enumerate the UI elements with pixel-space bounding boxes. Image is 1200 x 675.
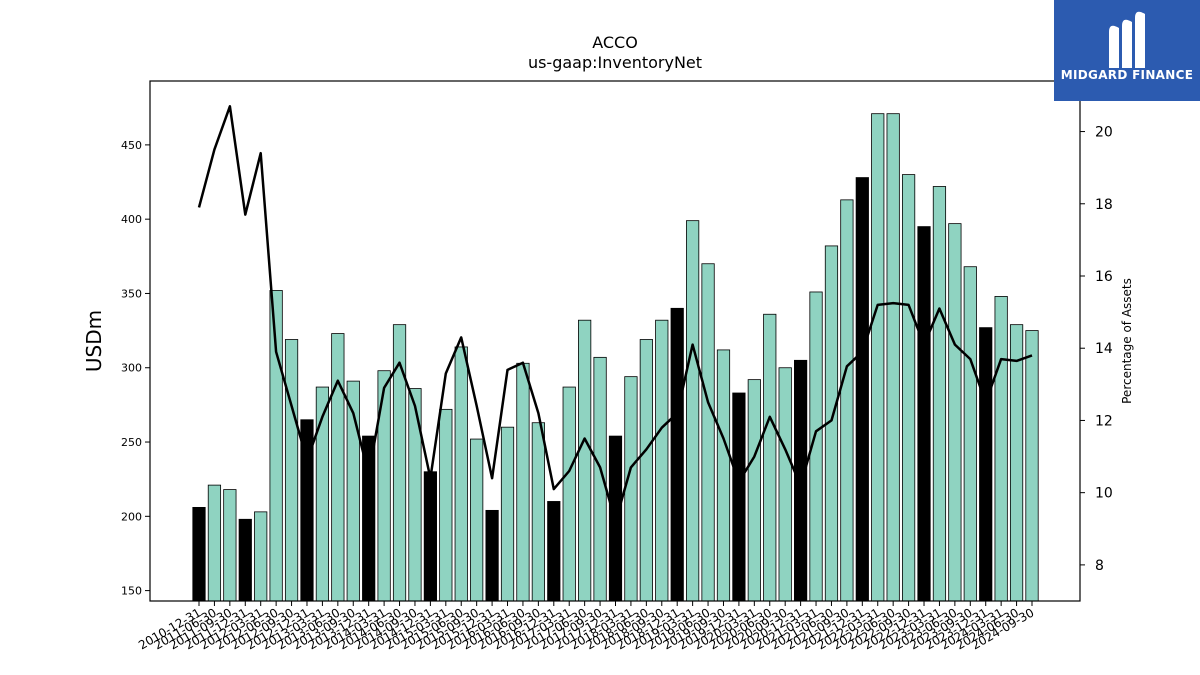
y-tick-label: 450 <box>121 139 142 152</box>
bar <box>547 501 561 602</box>
bar <box>578 319 592 602</box>
bar <box>963 266 977 602</box>
bar <box>716 349 731 602</box>
bar <box>531 422 545 602</box>
bar <box>886 113 900 602</box>
bar <box>223 489 237 602</box>
bar <box>439 408 453 602</box>
bar <box>794 359 808 602</box>
bar <box>1009 324 1024 602</box>
bar <box>994 296 1008 602</box>
y-tick-label: 350 <box>121 287 142 300</box>
y-tick-label: 250 <box>121 436 142 449</box>
bar <box>238 518 252 602</box>
y2-tick-label: 18 <box>1095 197 1113 213</box>
bar <box>562 386 576 602</box>
chart-subtitle: us-gaap:InventoryNet <box>528 53 702 72</box>
y-axis-label: USDm <box>82 310 106 372</box>
bars-group <box>192 113 1039 602</box>
bar <box>948 223 962 602</box>
y-tick-label: 300 <box>121 362 142 375</box>
bar <box>763 313 777 602</box>
y2-tick-label: 20 <box>1095 125 1113 141</box>
bar <box>901 174 916 602</box>
bar <box>701 263 715 602</box>
bar <box>624 376 638 602</box>
y2-tick-label: 10 <box>1095 486 1113 502</box>
bar <box>979 327 993 602</box>
bar <box>732 392 746 602</box>
y2-axis-label: Percentage of Assets <box>1120 278 1134 404</box>
bar <box>192 506 206 602</box>
bar <box>686 220 700 602</box>
plot-frame <box>149 80 1081 602</box>
bar <box>454 346 468 602</box>
y-tick-label: 150 <box>121 585 142 598</box>
bar <box>284 339 299 602</box>
bar <box>670 307 684 602</box>
y-tick-label: 400 <box>121 213 142 226</box>
bar <box>500 426 515 602</box>
bar <box>932 186 947 602</box>
bar <box>747 379 761 602</box>
bar <box>516 362 530 602</box>
bar <box>917 226 931 602</box>
y2-tick-label: 16 <box>1095 269 1113 285</box>
bar <box>470 438 484 602</box>
brand-mark-icon <box>1109 11 1145 68</box>
bar <box>254 511 268 602</box>
bar <box>331 333 345 602</box>
series-line <box>197 105 1033 523</box>
y-tick-label: 200 <box>121 510 142 523</box>
bar <box>1025 330 1039 602</box>
bar <box>778 367 792 602</box>
bar <box>655 319 669 602</box>
bar <box>871 113 885 602</box>
brand-name: MIDGARD FINANCE <box>1060 68 1194 82</box>
bar <box>423 471 437 602</box>
bar <box>207 484 222 602</box>
bar <box>840 199 854 602</box>
y2-tick-label: 8 <box>1095 558 1104 574</box>
y2-tick-label: 14 <box>1095 341 1113 357</box>
chart-title: ACCO <box>592 33 638 52</box>
bar <box>639 339 653 602</box>
y2-tick-label: 12 <box>1095 413 1113 429</box>
line-group <box>197 105 1033 523</box>
bar <box>485 509 499 602</box>
bar <box>855 177 869 602</box>
